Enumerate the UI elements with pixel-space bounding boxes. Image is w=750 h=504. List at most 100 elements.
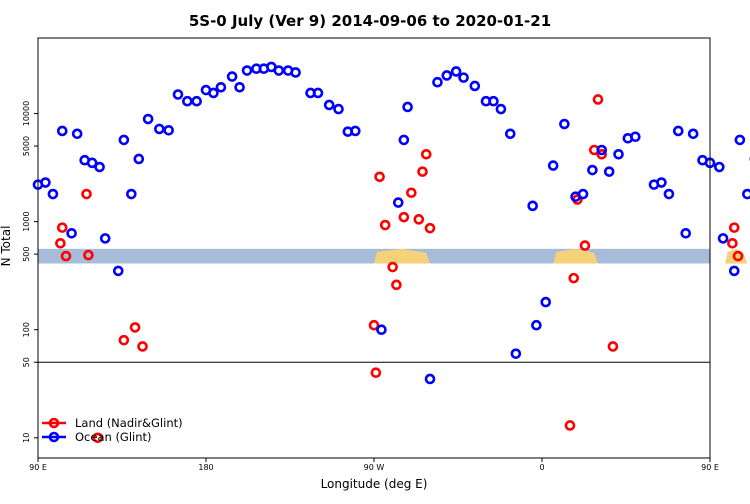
ocean-point bbox=[613, 148, 624, 160]
legend-swatch-marker-land bbox=[48, 417, 60, 429]
land-point bbox=[118, 334, 130, 346]
ocean-point bbox=[71, 128, 83, 140]
land-strip-3 bbox=[724, 248, 748, 264]
ocean-point bbox=[603, 166, 615, 177]
ocean-point bbox=[687, 128, 699, 140]
ocean-point bbox=[350, 125, 361, 137]
land-point bbox=[420, 148, 432, 160]
ocean-point bbox=[742, 188, 750, 200]
land-strip-1 bbox=[374, 248, 430, 264]
land-point bbox=[137, 341, 148, 352]
ocean-point bbox=[587, 164, 598, 176]
ocean-point bbox=[432, 76, 443, 88]
ocean-point bbox=[531, 319, 542, 331]
ocean-point bbox=[547, 160, 559, 171]
x-tick-label: 90 W bbox=[364, 463, 385, 472]
ocean-point bbox=[577, 188, 589, 200]
ocean-point bbox=[656, 177, 667, 188]
y-tick-label: 5000 bbox=[22, 136, 31, 156]
ocean-point bbox=[441, 70, 453, 81]
land-point bbox=[417, 166, 428, 177]
ocean-point bbox=[154, 123, 165, 135]
ocean-point bbox=[488, 95, 499, 107]
land-point bbox=[424, 222, 436, 234]
land-point bbox=[607, 341, 619, 352]
x-tick-label: 0 bbox=[539, 463, 544, 472]
ocean-point bbox=[126, 188, 137, 200]
ocean-point bbox=[714, 161, 725, 173]
data-points bbox=[32, 61, 750, 444]
ocean-point bbox=[527, 200, 538, 212]
land-point bbox=[398, 211, 410, 223]
land-point bbox=[727, 238, 738, 249]
ocean-point bbox=[133, 153, 145, 165]
ocean-point bbox=[226, 71, 238, 82]
ocean-point bbox=[40, 177, 51, 188]
ocean-point bbox=[402, 101, 413, 113]
ocean-point bbox=[86, 157, 98, 169]
land-point bbox=[55, 238, 66, 249]
x-axis-label: Longitude (deg E) bbox=[321, 477, 428, 491]
ocean-point bbox=[663, 188, 675, 200]
chart-title: 5S-0 July (Ver 9) 2014-09-06 to 2020-01-… bbox=[189, 12, 551, 30]
series-ocean bbox=[32, 61, 750, 385]
ocean-point bbox=[734, 134, 746, 146]
ocean-point bbox=[672, 125, 684, 137]
ocean-point bbox=[559, 118, 570, 130]
y-tick-label: 1000 bbox=[22, 211, 31, 231]
land-point bbox=[406, 187, 417, 199]
ocean-point bbox=[99, 233, 111, 244]
ocean-point bbox=[66, 227, 77, 239]
ocean-point bbox=[376, 324, 387, 336]
ocean-point bbox=[191, 95, 202, 107]
ocean-point bbox=[94, 161, 105, 173]
ocean-point bbox=[728, 265, 740, 277]
ocean-point bbox=[312, 87, 324, 99]
land-point bbox=[368, 319, 380, 331]
ocean-point bbox=[398, 134, 410, 146]
land-point bbox=[129, 322, 141, 333]
y-tick-label: 50 bbox=[22, 357, 31, 367]
land-point bbox=[92, 432, 104, 444]
ocean-point bbox=[234, 81, 245, 93]
land-point bbox=[413, 214, 425, 225]
ocean-point bbox=[469, 80, 481, 92]
land-point bbox=[568, 272, 580, 284]
ocean-strip bbox=[38, 248, 710, 264]
ocean-point bbox=[163, 124, 174, 136]
y-axis: 10 50 100 500 1000 5000 10000 bbox=[22, 101, 38, 443]
ocean-point bbox=[680, 227, 692, 239]
land-point bbox=[379, 219, 391, 231]
ocean-point bbox=[596, 144, 608, 156]
y-axis-label: N Total bbox=[0, 226, 13, 267]
ocean-point bbox=[273, 65, 285, 76]
legend-label-ocean: Ocean (Glint) bbox=[75, 430, 152, 444]
y-tick-label: 10000 bbox=[22, 101, 31, 126]
land-point bbox=[596, 148, 608, 160]
y-tick-label: 100 bbox=[22, 322, 31, 337]
ocean-point bbox=[56, 125, 68, 137]
land-point bbox=[732, 250, 744, 262]
ocean-point bbox=[630, 131, 641, 143]
ocean-point bbox=[717, 233, 729, 244]
ocean-point bbox=[458, 72, 469, 83]
land-point bbox=[387, 261, 398, 273]
land-point bbox=[56, 222, 68, 233]
ocean-point bbox=[172, 89, 184, 100]
land-point bbox=[60, 250, 72, 262]
land-point bbox=[592, 94, 604, 105]
ocean-point bbox=[424, 373, 436, 385]
ocean-point bbox=[112, 265, 124, 277]
ocean-point bbox=[290, 67, 301, 78]
ocean-point bbox=[208, 87, 219, 99]
map-strip bbox=[38, 248, 748, 264]
ocean-point bbox=[450, 66, 462, 77]
ocean-point bbox=[540, 296, 552, 308]
plot-frame bbox=[37, 37, 711, 459]
legend: Land (Nadir&Glint) Ocean (Glint) bbox=[42, 416, 183, 444]
ocean-point bbox=[241, 65, 253, 76]
ocean-point bbox=[323, 99, 335, 111]
series-land bbox=[55, 94, 744, 444]
